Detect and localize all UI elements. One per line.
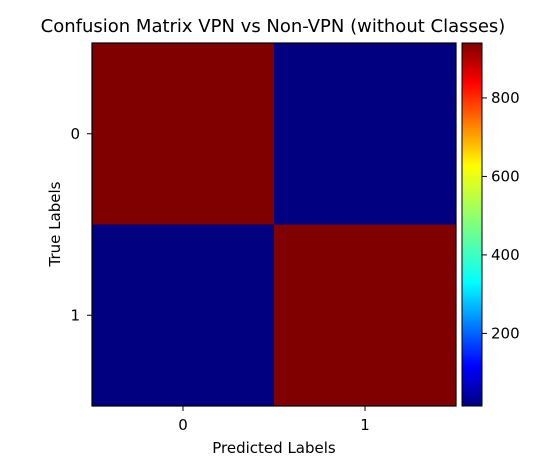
heatmap-cells — [92, 43, 457, 407]
x-tick-label-0: 0 — [178, 416, 188, 434]
y-tick-label-0: 0 — [70, 125, 80, 143]
colorbar-ticks: 200 400 600 800 — [482, 89, 520, 342]
heatmap-cell-0-1 — [274, 43, 457, 225]
y-tick-label-1: 1 — [70, 306, 80, 324]
heatmap-cell-1-1 — [274, 224, 457, 407]
y-axis-ticks: 01 — [70, 125, 92, 324]
y-axis-label: True Labels — [46, 181, 64, 267]
colorbar-tick-label-400: 400 — [491, 246, 520, 264]
x-tick-label-1: 1 — [360, 416, 370, 434]
heatmap-cell-1-0 — [92, 224, 275, 407]
colorbar-tick-label-800: 800 — [491, 89, 520, 107]
colorbar-tick-label-600: 600 — [491, 167, 520, 185]
heatmap-cell-0-0 — [92, 43, 275, 225]
x-axis-label: Predicted Labels — [212, 439, 336, 457]
colorbar — [461, 42, 483, 407]
colorbar-tick-label-200: 200 — [491, 324, 520, 342]
chart-title: Confusion Matrix VPN vs Non-VPN (without… — [41, 16, 506, 37]
plot-frame — [91, 42, 457, 407]
